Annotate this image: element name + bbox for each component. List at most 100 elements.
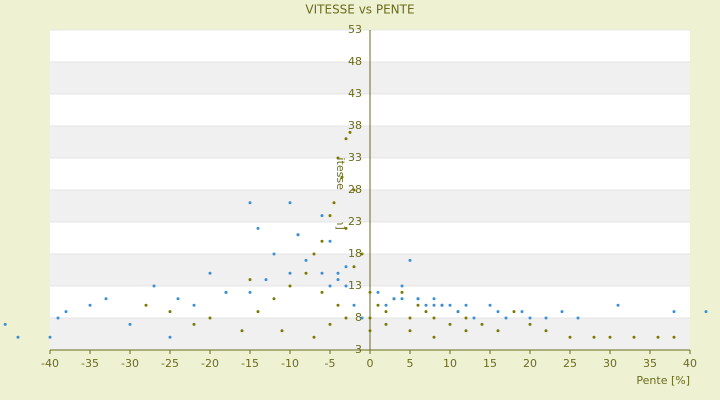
chart-title: VITESSE vs PENTE [305, 3, 414, 17]
x-tick-label: -25 [161, 357, 179, 370]
x-axis-label: Pente [%] [636, 374, 690, 387]
point [576, 316, 580, 320]
point [340, 175, 344, 179]
point [344, 284, 348, 288]
point [512, 310, 516, 314]
x-tick-label: 30 [603, 357, 617, 370]
point [400, 290, 404, 294]
point [256, 310, 260, 314]
point [528, 322, 532, 326]
point [440, 303, 444, 307]
y-tick-label: 8 [355, 311, 362, 324]
point [392, 297, 396, 301]
point [320, 290, 324, 294]
point [272, 252, 276, 256]
point [368, 329, 372, 333]
point [104, 297, 108, 301]
point [248, 290, 252, 294]
point [288, 271, 292, 275]
point [384, 310, 388, 314]
point [384, 303, 388, 307]
point [192, 322, 196, 326]
y-tick-label: 48 [348, 55, 362, 68]
point [448, 322, 452, 326]
point [192, 303, 196, 307]
point [152, 284, 156, 288]
point [488, 303, 492, 307]
point [144, 303, 148, 307]
point [312, 252, 316, 256]
point [352, 265, 356, 269]
point [328, 322, 332, 326]
point [400, 297, 404, 301]
point [520, 310, 524, 314]
point [320, 239, 324, 243]
point [352, 303, 356, 307]
y-tick-label: 38 [348, 119, 362, 132]
point [408, 258, 412, 262]
point [224, 290, 228, 294]
point [336, 156, 340, 160]
point [296, 233, 300, 237]
point [408, 329, 412, 333]
point [560, 310, 564, 314]
point [168, 310, 172, 314]
point [368, 316, 372, 320]
point [176, 297, 180, 301]
point [544, 316, 548, 320]
x-tick-label: -10 [281, 357, 299, 370]
x-tick-label: -5 [325, 357, 336, 370]
point [432, 335, 436, 339]
point [464, 303, 468, 307]
point [128, 322, 132, 326]
point [288, 284, 292, 288]
point [264, 278, 268, 282]
point [496, 310, 500, 314]
point [568, 335, 572, 339]
point [360, 252, 364, 256]
point [332, 201, 336, 205]
point [416, 303, 420, 307]
x-tick-label: -35 [81, 357, 99, 370]
point [424, 310, 428, 314]
point [360, 316, 364, 320]
point [472, 316, 476, 320]
point [408, 316, 412, 320]
point [328, 239, 332, 243]
point [544, 329, 548, 333]
point [240, 329, 244, 333]
y-tick-label: 13 [348, 279, 362, 292]
point [64, 310, 68, 314]
point [344, 265, 348, 269]
point [208, 271, 212, 275]
point [288, 201, 292, 205]
x-tick-label: 40 [683, 357, 697, 370]
point [432, 297, 436, 301]
point [336, 271, 340, 275]
x-tick-label: 35 [643, 357, 657, 370]
point [448, 303, 452, 307]
point [328, 284, 332, 288]
point [336, 278, 340, 282]
x-tick-label: 15 [483, 357, 497, 370]
x-tick-label: -30 [121, 357, 139, 370]
point [384, 322, 388, 326]
point [432, 316, 436, 320]
x-tick-label: 0 [367, 357, 374, 370]
point [456, 310, 460, 314]
point [368, 290, 372, 294]
x-tick-label: 10 [443, 357, 457, 370]
point [376, 290, 380, 294]
point [400, 284, 404, 288]
point [632, 335, 636, 339]
point [168, 335, 172, 339]
point [312, 335, 316, 339]
point [248, 278, 252, 282]
point [352, 188, 356, 192]
point [304, 258, 308, 262]
y-tick-label: 23 [348, 215, 362, 228]
x-tick-label: -20 [201, 357, 219, 370]
point [616, 303, 620, 307]
point [344, 226, 348, 230]
